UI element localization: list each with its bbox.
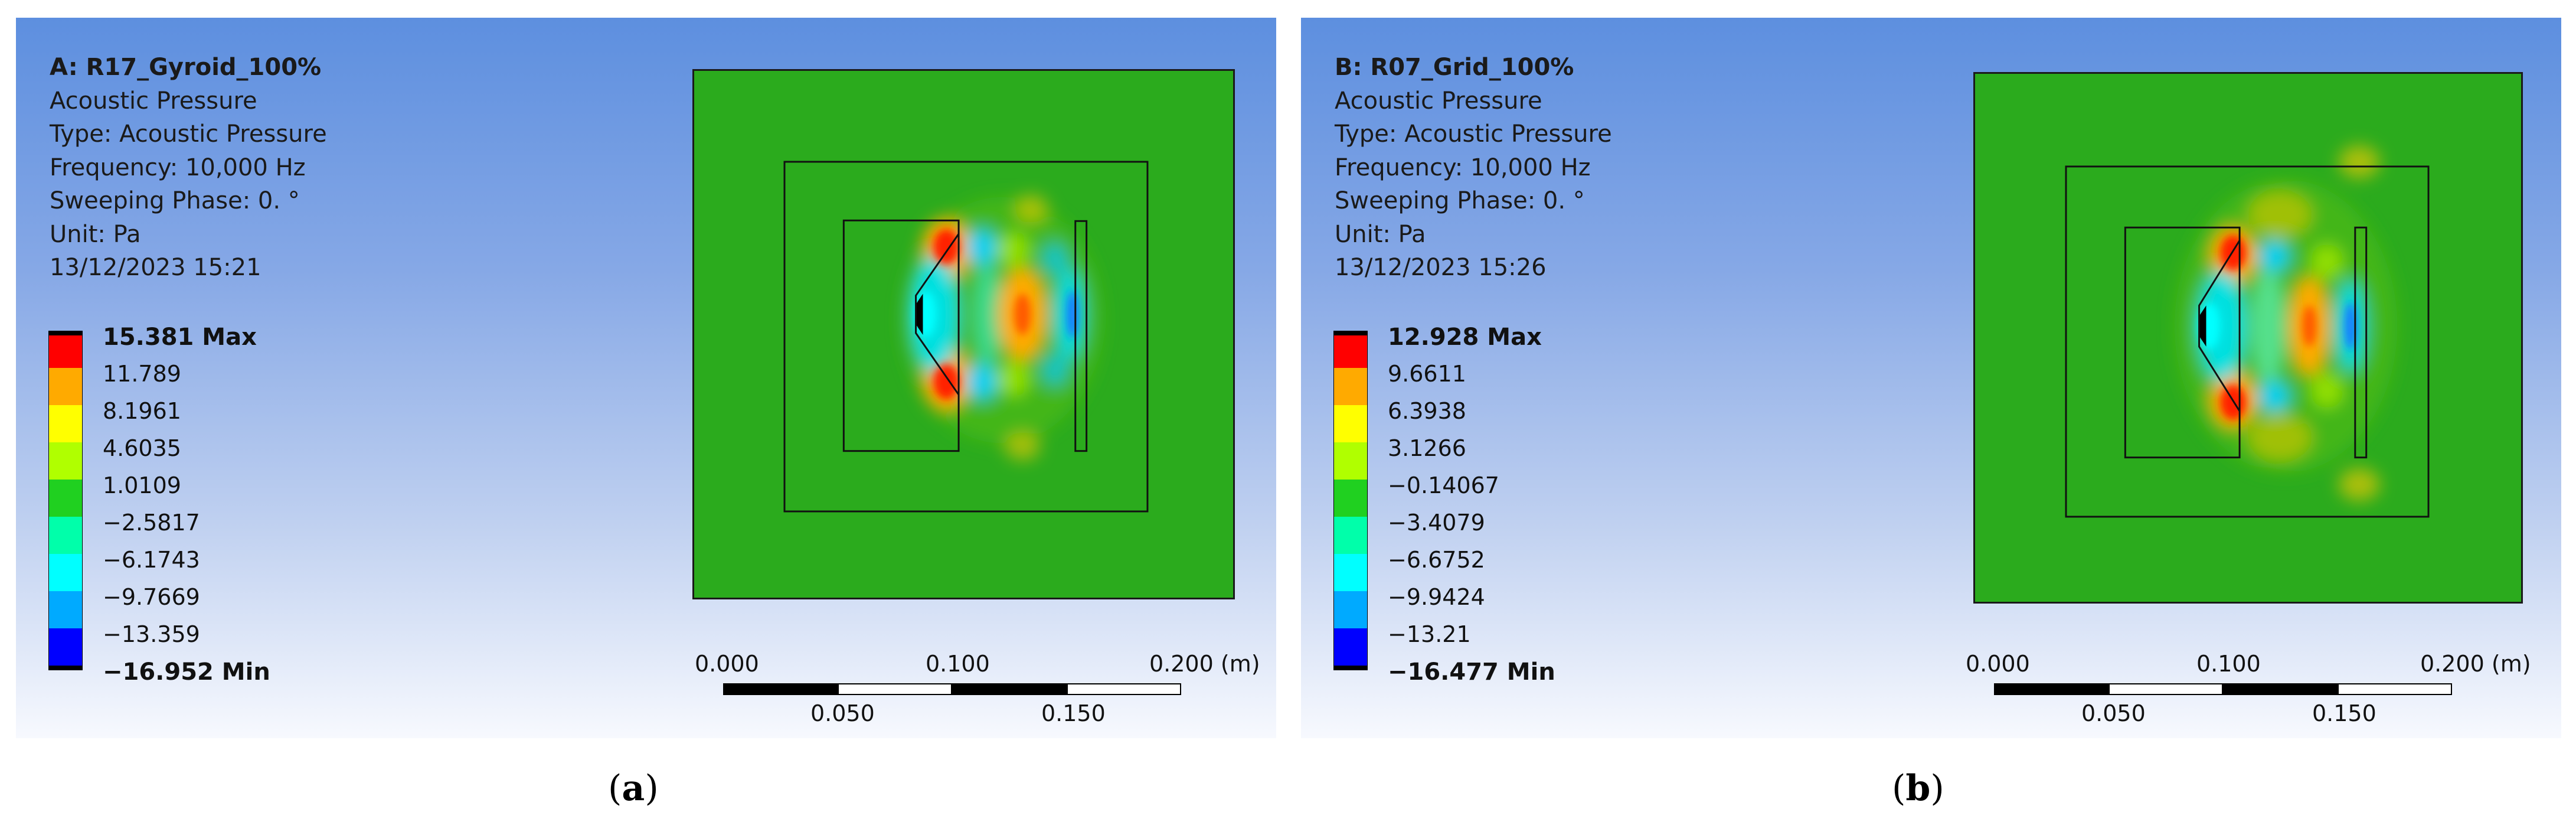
- scale-tick-label: 0.000: [695, 651, 759, 677]
- legend-swatch: [48, 480, 83, 517]
- result-title: A: R17_Gyroid_100%: [50, 54, 322, 81]
- result-type: Type: Acoustic Pressure: [50, 120, 327, 148]
- scale-segment: [1067, 683, 1181, 695]
- legend-min-label: −16.952 Min: [103, 658, 270, 686]
- scale-segment: [2108, 683, 2223, 695]
- figure-caption-b: (b): [1892, 768, 1944, 809]
- legend-label: −6.1743: [103, 547, 200, 573]
- result-info-b: B: R07_Grid_100% Acoustic Pressure Type:…: [1335, 51, 1612, 285]
- result-panel-a: A: R17_Gyroid_100% Acoustic Pressure Typ…: [16, 18, 1276, 738]
- legend-label: 11.789: [103, 361, 181, 387]
- legend-label: 3.1266: [1388, 435, 1466, 461]
- legend-label: −13.359: [103, 621, 200, 647]
- legend-swatch: [48, 591, 83, 628]
- scale-segment: [2223, 683, 2338, 695]
- legend-label: −0.14067: [1388, 472, 1499, 498]
- legend-swatch: [48, 442, 83, 480]
- result-frequency: Frequency: 10,000 Hz: [50, 154, 306, 181]
- result-title: B: R07_Grid_100%: [1335, 54, 1574, 81]
- scale-tick-label: 0.050: [810, 700, 875, 726]
- legend-swatch: [48, 368, 83, 405]
- scale-segment: [1994, 683, 2108, 695]
- scale-bar-a: 0.000 0.100 0.200 (m) 0.050 0.150: [695, 653, 1273, 729]
- geometry-outlines: [2065, 165, 2430, 518]
- scale-segment: [2338, 683, 2452, 695]
- legend-label: 4.6035: [103, 435, 181, 461]
- pressure-field-a[interactable]: [692, 69, 1235, 599]
- result-info-a: A: R17_Gyroid_100% Acoustic Pressure Typ…: [50, 51, 327, 285]
- legend-label: 9.6611: [1388, 361, 1466, 387]
- legend-swatch: [1333, 331, 1368, 373]
- scale-tick-label: 0.150: [2312, 700, 2376, 726]
- legend-label: −9.7669: [103, 584, 200, 610]
- legend-label: −6.6752: [1388, 547, 1485, 573]
- scale-tick-label: 0.200 (m): [2420, 651, 2531, 677]
- result-phase: Sweeping Phase: 0. °: [50, 187, 300, 214]
- result-unit: Unit: Pa: [50, 220, 141, 248]
- legend-label: 8.1961: [103, 398, 181, 424]
- caption-letter: a: [622, 768, 645, 809]
- legend-swatch: [48, 517, 83, 554]
- legend-label: 1.0109: [103, 472, 181, 498]
- legend-swatch: [48, 554, 83, 591]
- result-timestamp: 13/12/2023 15:21: [50, 254, 261, 281]
- legend-swatch: [1333, 442, 1368, 480]
- pressure-field-plot: [783, 161, 1149, 513]
- scale-tick-label: 0.150: [1041, 700, 1106, 726]
- transducer-face: [2199, 305, 2206, 347]
- scale-tick-label: 0.000: [1966, 651, 2030, 677]
- legend-label: −9.9424: [1388, 584, 1485, 610]
- legend-swatch: [1333, 480, 1368, 517]
- scale-segment: [952, 683, 1067, 695]
- pressure-field-b[interactable]: [1973, 72, 2523, 604]
- result-phase: Sweeping Phase: 0. °: [1335, 187, 1585, 214]
- scale-bar-b: 0.000 0.100 0.200 (m) 0.050 0.150: [1966, 653, 2544, 729]
- scale-tick-label: 0.100: [926, 651, 990, 677]
- scale-tick-label: 0.050: [2081, 700, 2146, 726]
- legend-swatch: [1333, 517, 1368, 554]
- pressure-field-plot: [2065, 145, 2430, 518]
- result-panel-b: B: R07_Grid_100% Acoustic Pressure Type:…: [1301, 18, 2561, 738]
- legend-label: 6.3938: [1388, 398, 1466, 424]
- legend-max-label: 12.928 Max: [1388, 324, 1542, 351]
- scale-segment: [723, 683, 838, 695]
- legend-swatch: [48, 405, 83, 442]
- legend-label: −13.21: [1388, 621, 1471, 647]
- legend-label: −3.4079: [1388, 510, 1485, 536]
- result-unit: Unit: Pa: [1335, 220, 1426, 248]
- geometry-outlines: [783, 161, 1149, 513]
- color-legend-b[interactable]: 12.928 Max 9.6611 6.3938 3.1266 −0.14067…: [1333, 325, 1581, 697]
- result-quantity: Acoustic Pressure: [1335, 87, 1542, 115]
- scale-segment: [838, 683, 952, 695]
- result-frequency: Frequency: 10,000 Hz: [1335, 154, 1591, 181]
- result-quantity: Acoustic Pressure: [50, 87, 257, 115]
- result-timestamp: 13/12/2023 15:26: [1335, 254, 1547, 281]
- legend-swatch: [1333, 405, 1368, 442]
- legend-label: −2.5817: [103, 510, 200, 536]
- color-legend-a[interactable]: 15.381 Max 11.789 8.1961 4.6035 1.0109 −…: [48, 325, 296, 697]
- legend-swatch: [48, 331, 83, 373]
- legend-swatch: [1333, 628, 1368, 670]
- legend-swatch: [1333, 368, 1368, 405]
- legend-swatch: [48, 628, 83, 670]
- legend-swatch: [1333, 591, 1368, 628]
- legend-max-label: 15.381 Max: [103, 324, 257, 351]
- result-type: Type: Acoustic Pressure: [1335, 120, 1612, 148]
- legend-min-label: −16.477 Min: [1388, 658, 1555, 686]
- scale-tick-label: 0.100: [2196, 651, 2261, 677]
- caption-letter: b: [1905, 768, 1931, 809]
- legend-swatch: [1333, 554, 1368, 591]
- figure-caption-a: (a): [608, 768, 659, 809]
- transducer-face: [916, 294, 923, 335]
- scale-tick-label: 0.200 (m): [1149, 651, 1260, 677]
